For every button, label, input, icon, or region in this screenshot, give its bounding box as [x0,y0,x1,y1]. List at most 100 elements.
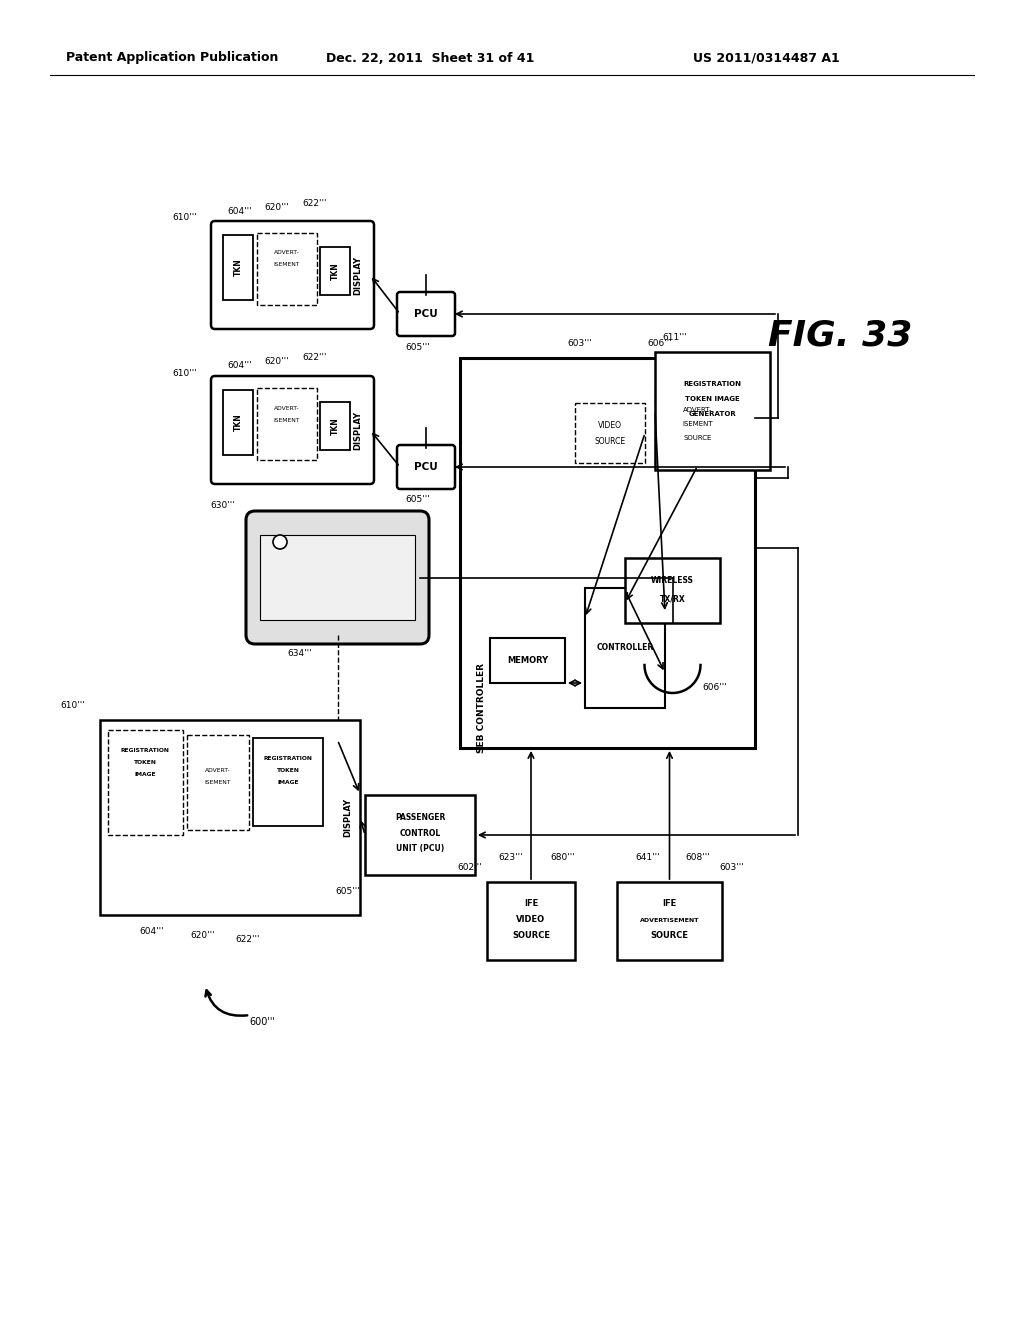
Text: SOURCE: SOURCE [650,932,688,940]
Text: 604''': 604''' [139,927,164,936]
Text: 602''': 602''' [458,862,482,871]
Text: TOKEN IMAGE: TOKEN IMAGE [685,396,740,403]
Text: 603''': 603''' [567,338,592,347]
Polygon shape [585,587,665,708]
Text: IMAGE: IMAGE [278,780,299,784]
Text: SOURCE: SOURCE [512,932,550,940]
Text: 620''': 620''' [264,358,290,367]
Polygon shape [257,234,317,305]
Text: PASSENGER: PASSENGER [395,813,445,821]
Text: 604''': 604''' [227,362,252,371]
Text: 608''': 608''' [685,854,710,862]
Text: FIG. 33: FIG. 33 [768,318,912,352]
Text: ADVERT-: ADVERT- [274,405,300,411]
Text: IMAGE: IMAGE [134,771,156,776]
Polygon shape [260,535,415,620]
Polygon shape [108,730,183,836]
Text: IFE: IFE [663,899,677,908]
Text: UNIT (PCU): UNIT (PCU) [396,845,444,854]
Text: REGISTRATION: REGISTRATION [263,755,312,760]
Text: ADVERT-: ADVERT- [205,767,230,772]
Text: 620''': 620''' [264,202,290,211]
Text: ISEMENT: ISEMENT [273,263,300,268]
Text: Dec. 22, 2011  Sheet 31 of 41: Dec. 22, 2011 Sheet 31 of 41 [326,51,535,65]
FancyBboxPatch shape [246,511,429,644]
Text: TX/RX: TX/RX [659,594,685,603]
FancyBboxPatch shape [397,445,455,488]
Text: US 2011/0314487 A1: US 2011/0314487 A1 [692,51,840,65]
Text: SOURCE: SOURCE [595,437,626,446]
Text: 610''': 610''' [172,368,197,378]
FancyBboxPatch shape [397,292,455,337]
Polygon shape [487,882,575,960]
Text: 620''': 620''' [190,931,215,940]
Text: TKN: TKN [233,259,243,276]
Text: 604''': 604''' [227,206,252,215]
Text: TKN: TKN [233,413,243,430]
Polygon shape [365,795,475,875]
Text: ISEMENT: ISEMENT [205,780,231,784]
Text: PCU: PCU [414,309,438,319]
Polygon shape [100,719,360,915]
Polygon shape [490,638,565,682]
Text: 610''': 610''' [60,701,85,710]
Text: IFE: IFE [524,899,539,908]
Text: WIRELESS: WIRELESS [651,576,694,585]
Circle shape [273,535,287,549]
Text: SOURCE: SOURCE [683,436,712,441]
Text: 611''': 611''' [663,333,687,342]
Text: 605''': 605''' [406,342,430,351]
Text: 606''': 606''' [647,338,673,347]
Text: TOKEN: TOKEN [276,767,299,772]
Polygon shape [625,558,720,623]
Text: DISPLAY: DISPLAY [353,411,362,450]
Text: VIDEO: VIDEO [516,916,546,924]
Text: 634''': 634''' [288,648,312,657]
Text: DISPLAY: DISPLAY [353,256,362,294]
Text: 605''': 605''' [406,495,430,504]
Text: ADVERTISEMENT: ADVERTISEMENT [640,917,699,923]
Text: 623''': 623''' [499,854,523,862]
Text: REGISTRATION: REGISTRATION [683,381,741,387]
Text: ISEMENT: ISEMENT [682,421,713,426]
Text: ADVERT-: ADVERT- [683,407,712,413]
Text: ADVERT-: ADVERT- [274,251,300,256]
Text: DISPLAY: DISPLAY [343,797,352,837]
Text: VIDEO: VIDEO [598,421,622,429]
Text: 641''': 641''' [635,854,659,862]
Polygon shape [257,388,317,459]
Text: CONTROLLER: CONTROLLER [596,644,653,652]
Polygon shape [655,352,770,470]
Polygon shape [575,403,645,463]
Text: MEMORY: MEMORY [507,656,548,665]
Polygon shape [253,738,323,826]
Text: GENERATOR: GENERATOR [688,411,736,417]
Text: TKN: TKN [331,263,340,280]
Polygon shape [655,388,740,466]
Polygon shape [319,247,350,294]
Polygon shape [223,235,253,300]
Text: SEB CONTROLLER: SEB CONTROLLER [477,663,486,752]
FancyBboxPatch shape [211,220,374,329]
Text: REGISTRATION: REGISTRATION [121,747,169,752]
FancyBboxPatch shape [211,376,374,484]
Polygon shape [223,389,253,455]
Text: ISEMENT: ISEMENT [273,417,300,422]
Text: 606''': 606''' [702,682,727,692]
Text: PCU: PCU [414,462,438,473]
Text: 622''': 622''' [236,935,260,944]
Polygon shape [187,735,249,830]
Text: 610''': 610''' [172,214,197,223]
Text: TOKEN: TOKEN [133,759,157,764]
Text: 622''': 622''' [303,354,328,363]
Text: 605''': 605''' [335,887,360,895]
Text: CONTROL: CONTROL [399,829,440,837]
Text: 600''': 600''' [249,1016,274,1027]
Text: 622''': 622''' [303,198,328,207]
Polygon shape [319,403,350,450]
Polygon shape [460,358,755,748]
Polygon shape [617,882,722,960]
Text: 680''': 680''' [551,854,575,862]
Text: 630''': 630''' [210,500,234,510]
Text: Patent Application Publication: Patent Application Publication [66,51,279,65]
